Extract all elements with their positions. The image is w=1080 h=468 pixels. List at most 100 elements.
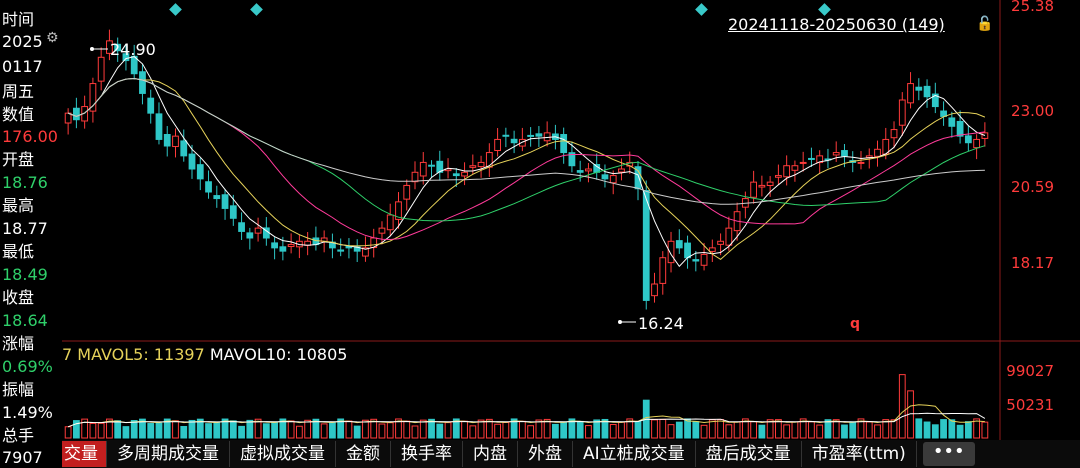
volume-legend: 7 MAVOL5: 11397 MAVOL10: 10805 [62,345,347,364]
tab-pe-ttm[interactable]: 市盈率(ttm) [802,441,917,467]
volume-bar [419,419,427,439]
volume-bar [791,421,799,439]
tab-outer[interactable]: 外盘 [518,441,573,467]
candle-body [196,164,204,180]
volume-axis-label: 50231 [1006,396,1054,414]
candle-body [213,195,221,200]
info-label-high: 最高 [2,196,35,215]
volume-bar [527,425,535,439]
tab-multi-period-volume[interactable]: 多周期成交量 [107,441,230,467]
volume-bar [568,418,576,439]
candle-body [651,283,658,297]
tab-ai-volume[interactable]: AI立桩成交量 [573,441,696,467]
candle-body [97,56,105,82]
volume-bar [64,426,72,439]
kline-chart[interactable] [62,0,1080,440]
candle-body [642,190,650,301]
tab-virtual-volume[interactable]: 虚拟成交量 [230,441,336,467]
candle-body [254,227,262,234]
volume-bar [362,419,369,439]
candle-body [750,181,758,198]
volume-bar [799,418,807,439]
info-value-change: 0.69% [2,357,53,376]
volume-bar [485,418,493,439]
candle-body [783,165,791,178]
volume-legend-prefix: 7 [62,345,73,364]
candle-body [543,132,551,142]
candle-body [155,113,163,140]
volume-bar [766,419,774,439]
more-button[interactable]: ••• [922,442,975,466]
volume-bar [824,419,832,439]
candle-body [205,181,212,193]
volume-bar [411,425,419,439]
volume-bar [477,419,485,439]
ma30-line [67,77,986,222]
candle-body [717,240,724,245]
lock-icon[interactable]: 🔓 [976,16,994,32]
candle-body [411,171,419,183]
volume-bar [229,420,237,439]
volume-bar [849,421,857,439]
tab-inner[interactable]: 内盘 [463,441,518,467]
candle-body [395,201,402,220]
candle-body [114,43,122,52]
mavol5-label: MAVOL5: 11397 [77,345,205,364]
info-label-close: 收盘 [2,288,35,307]
volume-bar [882,419,890,439]
candle-body [874,148,881,157]
volume-bar [964,421,972,439]
volume-bar [585,425,592,439]
high-price-annotation: 24.90 [110,40,156,59]
volume-bar [386,422,394,439]
volume-bar [114,420,122,439]
tab-amount[interactable]: 金额 [336,441,391,467]
tab-volume[interactable]: 交量 [62,441,107,467]
volume-bar [775,419,782,439]
candle-body [378,227,386,234]
volume-bar [816,424,824,439]
candle-body [147,97,155,114]
volume-bar [750,421,758,439]
candle-body [684,242,691,259]
volume-bar [329,422,336,439]
volume-bar [461,420,468,439]
candle-body [725,227,733,246]
candle-body [799,161,807,164]
volume-bar [196,418,204,439]
info-value-close: 18.64 [2,311,48,330]
candle-body [494,138,501,151]
candle-body [64,112,72,124]
candle-body [973,138,981,149]
tab-turnover[interactable]: 换手率 [391,441,463,467]
candle-body [172,135,179,148]
candle-body [279,246,287,252]
candle-body [576,170,584,173]
volume-bar [122,426,130,439]
volume-bar [725,424,733,439]
price-axis-label: 25.38 [1011,0,1054,15]
volume-bar [601,418,609,439]
candle-body [246,232,254,239]
settings-icon[interactable]: ⚙ [46,30,59,46]
volume-bar [221,418,229,439]
volume-bar [634,421,642,439]
volume-bar [271,422,278,439]
volume-bar [262,423,270,439]
candle-body [692,259,700,262]
volume-bar [981,421,989,439]
volume-bar [403,420,411,439]
ma60-line [67,77,985,205]
tab-after-hours-volume[interactable]: 盘后成交量 [696,441,802,467]
info-label-low: 最低 [2,242,35,261]
volume-bar [469,425,477,439]
candle-body [485,152,493,168]
volume-bar [618,421,625,439]
candle-body [964,135,972,144]
volume-bar [287,420,295,439]
volume-bar [609,424,617,439]
volume-bar [89,422,97,439]
volume-bar [684,418,691,439]
date-range-label[interactable]: 20241118-20250630 (149) [728,15,945,34]
info-label-change: 涨幅 [2,334,35,353]
